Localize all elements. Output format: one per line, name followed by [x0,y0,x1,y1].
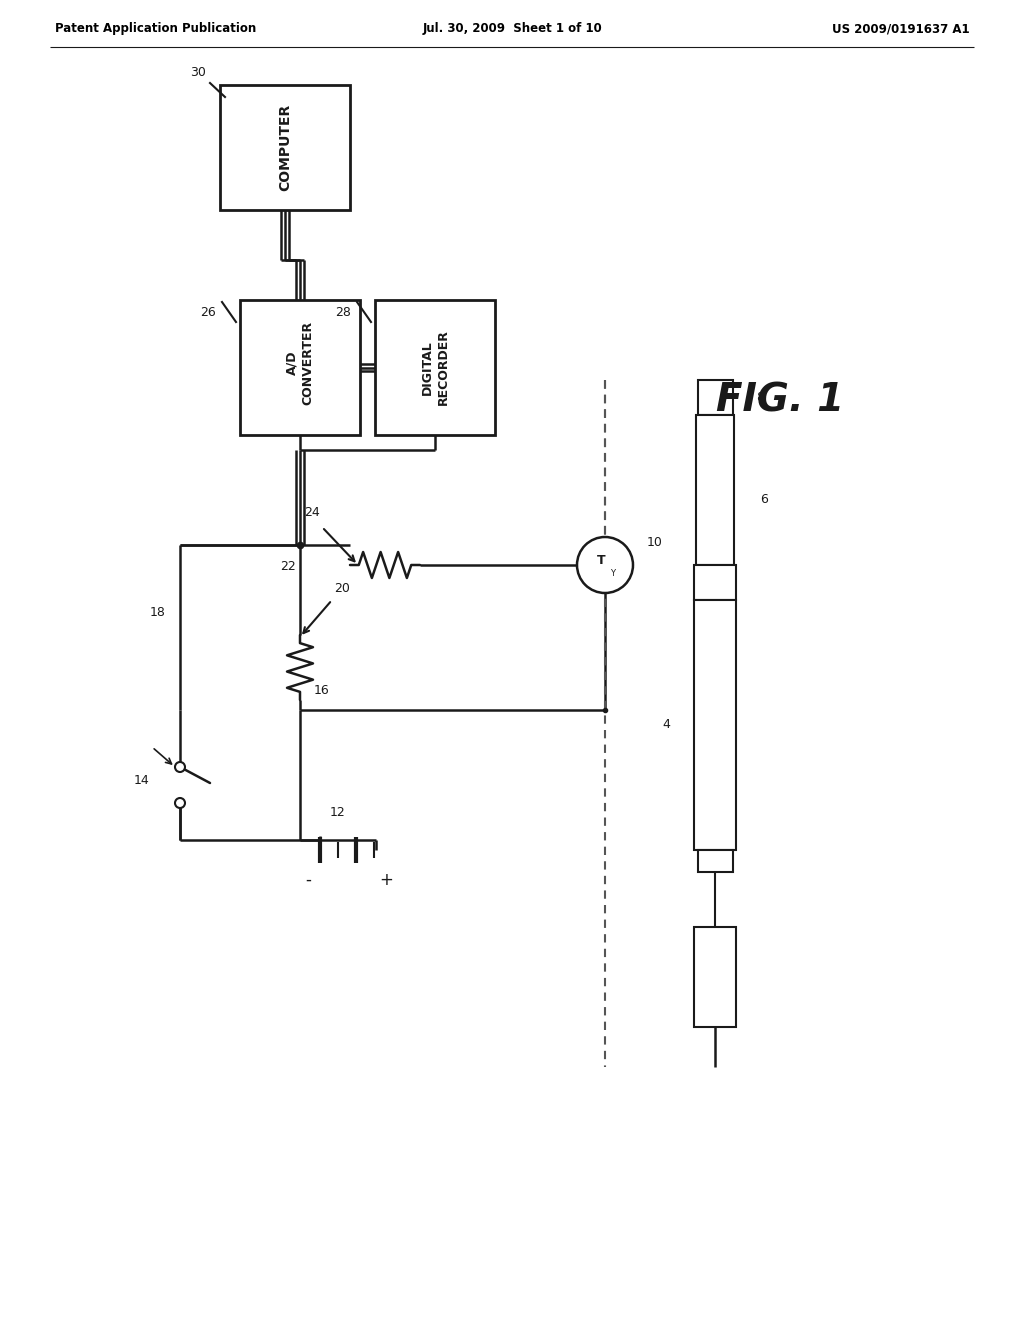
Text: A/D
CONVERTER: A/D CONVERTER [286,321,314,404]
Text: 22: 22 [281,561,296,573]
Circle shape [175,799,185,808]
Text: FIG. 1: FIG. 1 [716,381,844,418]
Circle shape [577,537,633,593]
Text: T: T [597,553,605,566]
Text: US 2009/0191637 A1: US 2009/0191637 A1 [833,22,970,36]
Text: 16: 16 [314,684,330,697]
Text: Patent Application Publication: Patent Application Publication [55,22,256,36]
Text: 14: 14 [134,774,150,787]
Text: Y: Y [610,569,615,578]
Bar [694,927,736,1027]
Text: +: + [379,871,393,888]
Text: 28: 28 [335,305,351,318]
Text: 30: 30 [190,66,206,79]
Text: Jul. 30, 2009  Sheet 1 of 10: Jul. 30, 2009 Sheet 1 of 10 [422,22,602,36]
Text: 24: 24 [304,507,319,520]
Bar [375,300,495,436]
Bar [694,601,736,850]
Bar [240,300,360,436]
Text: -: - [305,871,311,888]
Text: 20: 20 [334,582,350,594]
Text: 6: 6 [760,494,768,507]
Text: DIGITAL
RECORDER: DIGITAL RECORDER [421,330,450,405]
Text: 4: 4 [663,718,670,731]
Text: COMPUTER: COMPUTER [278,104,292,191]
Bar [696,414,734,565]
Circle shape [175,762,185,772]
Text: 26: 26 [200,305,216,318]
Text: 18: 18 [151,606,166,619]
Text: 12: 12 [330,805,346,818]
Bar [220,84,350,210]
Bar [694,565,736,601]
Bar [697,380,732,414]
Text: 10: 10 [647,536,663,549]
Text: 8: 8 [757,391,765,404]
Bar [697,850,732,873]
